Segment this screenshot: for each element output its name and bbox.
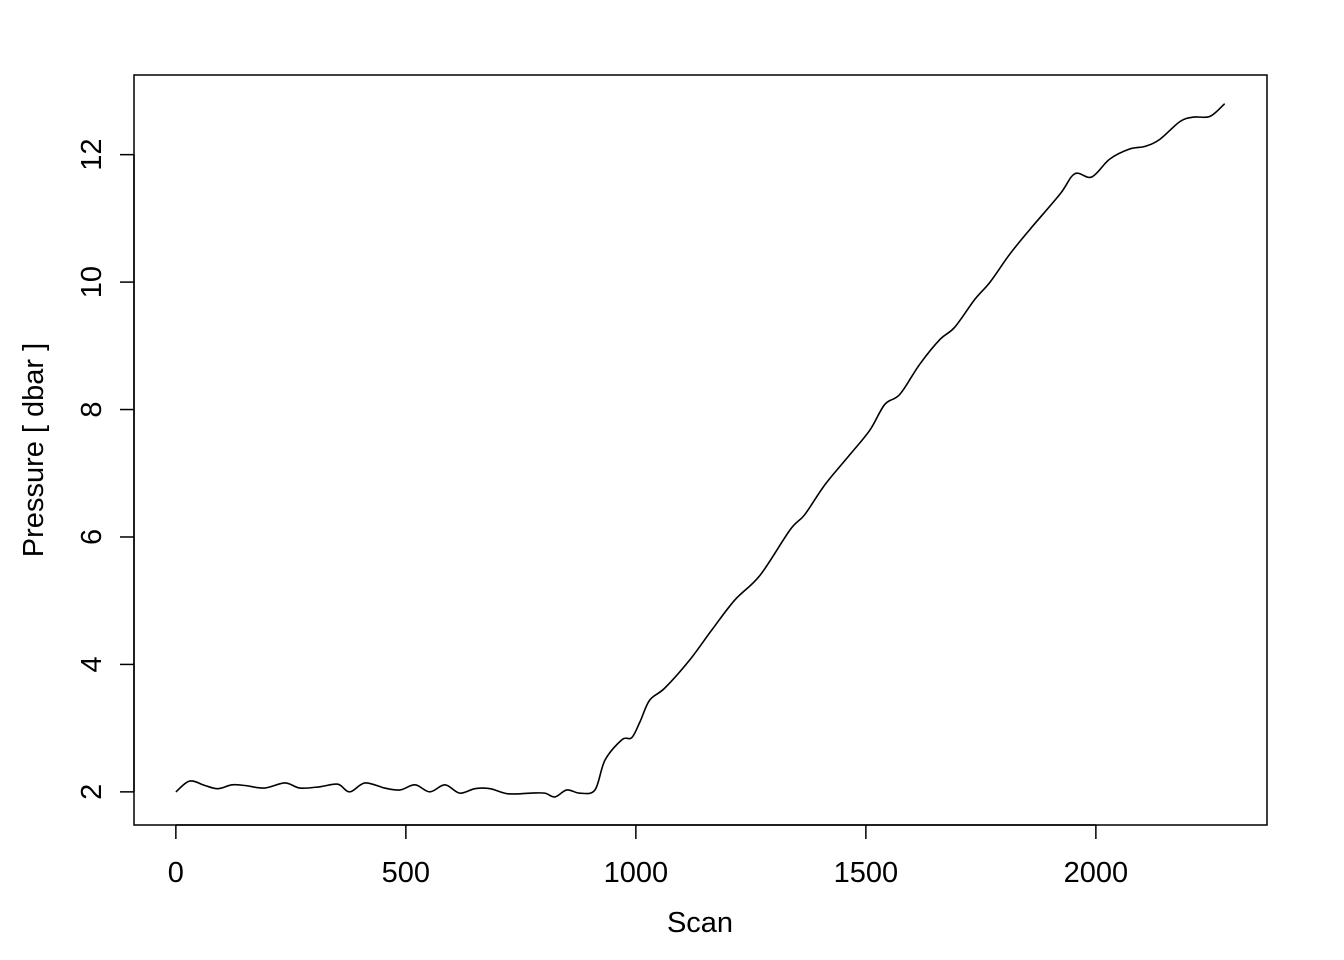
y-tick-label: 10	[76, 266, 108, 298]
y-axis-label: Pressure [ dbar ]	[18, 343, 50, 557]
y-tick-label: 8	[76, 401, 108, 417]
x-axis: 0 500 1000 1500 2000	[168, 824, 1129, 889]
x-tick-label: 1500	[834, 857, 899, 889]
y-tick-label: 12	[76, 139, 108, 171]
y-tick-label: 6	[76, 529, 108, 545]
x-tick-label: 2000	[1064, 857, 1129, 889]
x-tick-label: 0	[168, 857, 184, 889]
y-tick-label: 2	[76, 784, 108, 800]
series-line	[175, 103, 1226, 798]
x-tick-label: 500	[382, 857, 430, 889]
y-axis: 2 4 6 8 10 12	[76, 139, 135, 800]
y-tick-label: 4	[76, 656, 108, 672]
x-axis-label: Scan	[667, 907, 733, 939]
plot-frame	[133, 74, 1268, 826]
x-tick-label: 1000	[604, 857, 669, 889]
